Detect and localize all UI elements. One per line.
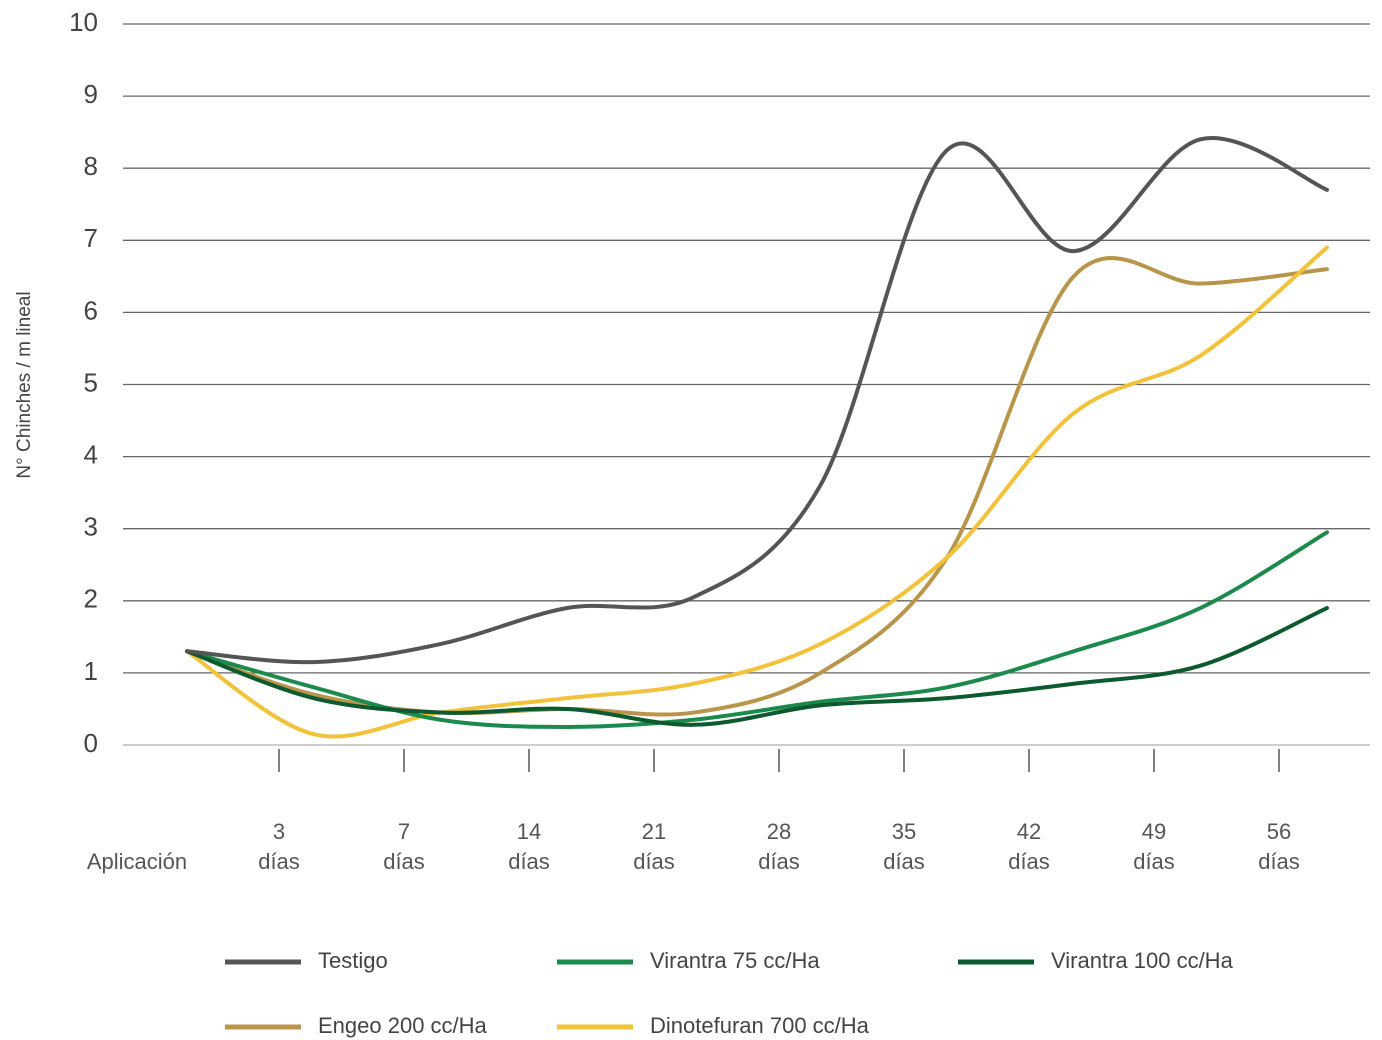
series-line xyxy=(185,530,1329,729)
legend-label: Testigo xyxy=(318,948,388,973)
y-tick-label: 7 xyxy=(84,223,98,253)
y-tick-label: 2 xyxy=(84,584,98,614)
x-tick-label: 7 días xyxy=(383,819,425,874)
y-tick-label: 6 xyxy=(84,295,98,325)
x-tick-label: 42 días xyxy=(1008,819,1050,874)
series-line xyxy=(185,245,1329,739)
x-tick-label: 21 días xyxy=(633,819,675,874)
x-tick-label: 28 días xyxy=(758,819,800,874)
y-tick-label: 4 xyxy=(84,439,98,469)
legend-label: Virantra 100 cc/Ha xyxy=(1051,948,1234,973)
x-tick-label: 49 días xyxy=(1133,819,1175,874)
x-tick-label: 35 días xyxy=(883,819,925,874)
x-tick-label: 56 días xyxy=(1258,819,1300,874)
y-tick-label: 3 xyxy=(84,512,98,542)
x-tick-label: Aplicación xyxy=(86,849,188,874)
y-tick-label: 8 xyxy=(84,151,98,181)
x-tick-label: 3 días xyxy=(258,819,300,874)
x-tick-label: 14 días xyxy=(508,819,550,874)
series-line xyxy=(185,606,1329,727)
legend-label: Dinotefuran 700 cc/Ha xyxy=(650,1013,870,1038)
legend-label: Engeo 200 cc/Ha xyxy=(318,1013,488,1038)
y-tick-label: 0 xyxy=(84,728,98,758)
y-tick-label: 1 xyxy=(84,656,98,686)
series-line xyxy=(185,136,1329,665)
series-line xyxy=(185,256,1329,717)
y-axis-label: N° Chinches / m lineal xyxy=(14,291,35,478)
y-tick-label: 9 xyxy=(84,79,98,109)
y-tick-label: 5 xyxy=(84,367,98,397)
y-tick-label: 10 xyxy=(69,7,98,37)
legend-label: Virantra 75 cc/Ha xyxy=(650,948,820,973)
